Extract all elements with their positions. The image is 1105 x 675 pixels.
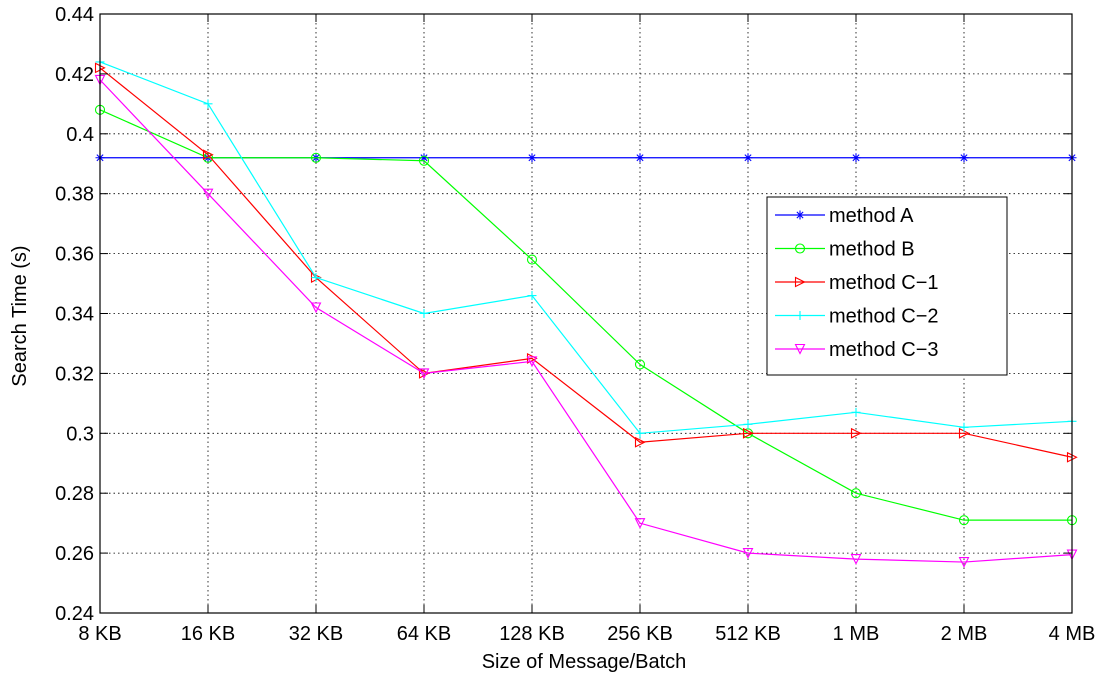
data-point xyxy=(851,407,861,417)
x-tick-label: 128 KB xyxy=(499,623,565,645)
data-point xyxy=(418,368,430,380)
data-point xyxy=(418,368,430,379)
legend-item: method A xyxy=(775,205,914,227)
data-point xyxy=(634,518,646,529)
legend-label: method C−1 xyxy=(829,272,939,294)
x-tick-label: 4 MB xyxy=(1049,623,1096,645)
series-line xyxy=(99,79,1073,563)
data-point xyxy=(311,273,321,283)
legend-label: method B xyxy=(829,239,915,261)
data-point xyxy=(634,436,646,448)
series-triangle-down xyxy=(94,74,1078,568)
y-tick-label: 0.4 xyxy=(66,124,94,146)
legend-item: method C−3 xyxy=(775,339,939,361)
y-tick-label: 0.44 xyxy=(55,4,94,26)
data-point xyxy=(851,153,861,163)
data-point xyxy=(959,422,969,432)
y-axis-title: Search Time (s) xyxy=(9,245,31,386)
legend-item: method C−2 xyxy=(775,306,939,328)
data-point xyxy=(635,153,645,163)
data-point xyxy=(418,155,430,166)
y-tick-label: 0.34 xyxy=(55,304,94,326)
data-point xyxy=(958,515,970,526)
data-point xyxy=(959,153,969,163)
data-point xyxy=(527,291,537,301)
data-point xyxy=(742,548,754,559)
data-point xyxy=(795,210,805,220)
data-point xyxy=(526,356,538,368)
series-plus xyxy=(95,57,1077,438)
legend-label: method C−3 xyxy=(829,339,939,361)
data-point xyxy=(850,488,862,499)
y-tick-label: 0.32 xyxy=(55,363,94,385)
y-tick-label: 0.26 xyxy=(55,543,94,565)
x-tick-label: 32 KB xyxy=(289,623,343,645)
legend-label: method A xyxy=(829,205,914,227)
x-tick-label: 256 KB xyxy=(607,623,673,645)
data-point xyxy=(850,427,862,439)
data-point xyxy=(634,359,646,370)
data-point xyxy=(743,153,753,163)
x-tick-label: 2 MB xyxy=(941,623,988,645)
data-point xyxy=(742,427,754,439)
y-tick-label: 0.42 xyxy=(55,64,94,86)
legend: method A method B method C−1 method C−2 meth… xyxy=(766,196,1008,376)
data-point xyxy=(635,428,645,438)
data-point xyxy=(795,311,805,320)
series-group xyxy=(94,57,1078,568)
y-tick-label: 0.38 xyxy=(55,184,94,206)
data-point xyxy=(203,99,213,109)
data-point xyxy=(794,276,806,288)
legend-box xyxy=(766,196,1008,376)
data-point xyxy=(310,152,322,163)
data-point xyxy=(794,343,806,355)
axis-ticks: 8 KB 16 KB 32 KB 64 KB 128 KB 256 KB 512 KB 1 M… xyxy=(55,4,1095,645)
y-tick-label: 0.3 xyxy=(66,423,94,445)
data-point xyxy=(850,554,862,565)
x-tick-label: 16 KB xyxy=(181,623,235,645)
series-line xyxy=(99,109,1072,521)
data-point xyxy=(202,149,214,161)
data-point xyxy=(526,254,538,265)
data-point xyxy=(526,353,538,364)
series-line xyxy=(99,61,1073,434)
x-tick-label: 8 KB xyxy=(78,623,121,645)
data-point xyxy=(527,153,537,163)
x-tick-label: 64 KB xyxy=(397,623,451,645)
x-tick-label: 512 KB xyxy=(715,623,781,645)
y-tick-label: 0.28 xyxy=(55,483,94,505)
legend-label: method C−2 xyxy=(829,306,939,328)
y-tick-label: 0.36 xyxy=(55,244,94,266)
series-circle xyxy=(94,104,1078,526)
legend-item: method B xyxy=(775,239,915,261)
legend-item: method C−1 xyxy=(775,272,939,294)
y-tick-label: 0.24 xyxy=(55,603,94,625)
data-point xyxy=(310,302,322,314)
data-point xyxy=(202,188,214,200)
series-line xyxy=(99,67,1073,458)
data-point xyxy=(743,419,753,429)
data-point xyxy=(419,309,429,318)
data-point xyxy=(794,243,806,254)
data-point xyxy=(419,153,429,163)
x-axis-title: Size of Message/Batch xyxy=(482,651,687,673)
x-tick-label: 1 MB xyxy=(833,623,880,645)
data-point xyxy=(958,557,970,568)
